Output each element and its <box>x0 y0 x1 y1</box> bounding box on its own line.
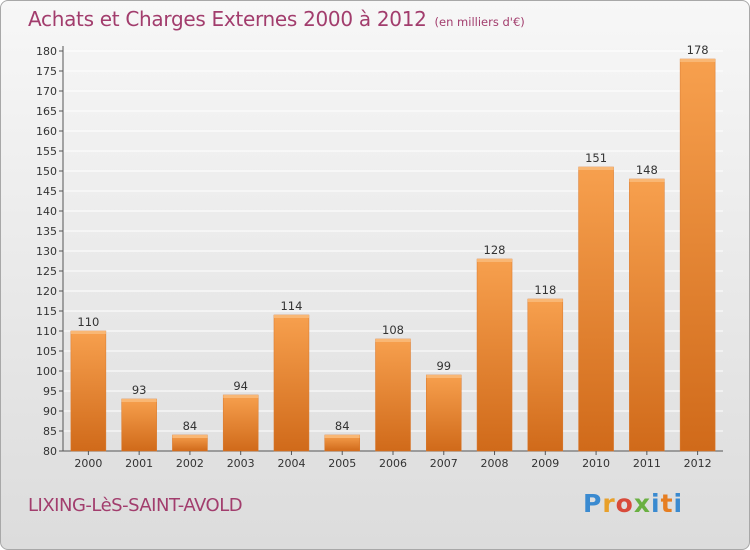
y-tick-label: 175 <box>36 65 57 78</box>
y-tick-label: 135 <box>36 225 57 238</box>
y-tick-label: 115 <box>36 305 57 318</box>
x-tick-label: 2010 <box>582 457 610 470</box>
x-tick-label: 2011 <box>633 457 661 470</box>
x-tick-label: 2012 <box>684 457 712 470</box>
x-tick-label: 2004 <box>277 457 305 470</box>
bar <box>375 338 411 452</box>
commune-name: LIXING-LèS-SAINT-AVOLD <box>28 495 243 516</box>
data-label: 118 <box>534 283 556 297</box>
bar <box>527 298 564 452</box>
x-tick-label: 2003 <box>227 457 255 470</box>
bar <box>222 394 259 452</box>
y-tick-label: 110 <box>36 325 57 338</box>
bar-top-highlight <box>223 395 259 398</box>
data-label: 99 <box>436 359 451 373</box>
y-tick-label: 125 <box>36 265 57 278</box>
bar <box>273 314 310 452</box>
bar <box>426 374 462 452</box>
bar-top-highlight <box>172 435 208 438</box>
x-tick-label: 2008 <box>481 457 509 470</box>
bar-top-highlight <box>477 259 513 262</box>
data-label: 84 <box>335 419 350 433</box>
bar <box>629 178 665 452</box>
logo-letter: x <box>633 489 651 518</box>
chart-subtitle: (en milliers d'€) <box>434 15 525 29</box>
data-label: 151 <box>585 151 607 165</box>
bar-top-highlight <box>375 339 411 342</box>
data-label: 94 <box>233 379 248 393</box>
data-label: 114 <box>280 299 302 313</box>
y-tick-label: 145 <box>36 185 57 198</box>
y-tick-label: 85 <box>43 425 57 438</box>
bar-top-highlight <box>680 59 716 62</box>
y-axis-ticks: 80 85 90 95 100 105 110 115 120 125 130 135 140 145 15… <box>36 45 63 458</box>
bar <box>476 258 513 452</box>
y-tick-label: 120 <box>36 285 57 298</box>
y-tick-label: 160 <box>36 125 57 138</box>
bar <box>679 58 716 452</box>
logo-letter: r <box>602 489 616 518</box>
bar-top-highlight <box>121 399 157 402</box>
x-axis-ticks: 2000 2001 2002 2003 2004 2005 2006 2007 2008 2009… <box>74 451 712 470</box>
x-tick-label: 2006 <box>379 457 407 470</box>
logo-letter: P <box>583 489 603 518</box>
data-label: 148 <box>636 163 658 177</box>
data-label: 178 <box>687 43 709 57</box>
bar-top-highlight <box>578 167 614 170</box>
x-tick-label: 2005 <box>328 457 356 470</box>
bar-top-highlight <box>324 435 360 438</box>
chart-title-text: Achats et Charges Externes 2000 à 2012 <box>28 7 427 31</box>
bar <box>121 398 157 452</box>
data-label: 128 <box>484 243 506 257</box>
y-tick-label: 150 <box>36 165 57 178</box>
x-tick-label: 2002 <box>176 457 204 470</box>
x-tick-label: 2007 <box>430 457 458 470</box>
y-tick-label: 165 <box>36 105 57 118</box>
logo-letter: t <box>660 489 674 518</box>
x-tick-label: 2000 <box>74 457 102 470</box>
bar-top-highlight <box>70 331 106 334</box>
logo-letter: i <box>673 489 684 518</box>
y-tick-label: 140 <box>36 205 57 218</box>
data-label: 84 <box>183 419 198 433</box>
chart-title: Achats et Charges Externes 2000 à 2012 (e… <box>28 7 525 31</box>
logo-letter: i <box>651 489 661 518</box>
bar <box>578 166 614 452</box>
y-tick-label: 170 <box>36 85 57 98</box>
data-label: 108 <box>382 323 404 337</box>
y-tick-label: 80 <box>43 445 57 458</box>
data-label: 93 <box>132 383 147 397</box>
y-tick-label: 155 <box>36 145 57 158</box>
y-tick-label: 100 <box>36 365 57 378</box>
bar-top-highlight <box>273 315 309 318</box>
proxiti-logo[interactable]: Proxiti <box>583 489 683 518</box>
data-labels: 110 93 84 94 114 84 108 99 128 118 151 148 178 <box>77 43 708 433</box>
bars <box>70 58 716 452</box>
x-tick-label: 2009 <box>531 457 559 470</box>
x-tick-label: 2001 <box>125 457 153 470</box>
y-tick-label: 130 <box>36 245 57 258</box>
logo-letter: o <box>615 489 634 518</box>
y-tick-label: 180 <box>36 45 57 58</box>
bar-top-highlight <box>527 299 563 302</box>
bar-top-highlight <box>629 179 665 182</box>
data-label: 110 <box>77 315 99 329</box>
y-tick-label: 95 <box>43 385 57 398</box>
bar-top-highlight <box>426 375 462 378</box>
bar <box>70 330 107 452</box>
y-tick-label: 105 <box>36 345 57 358</box>
y-tick-label: 90 <box>43 405 57 418</box>
